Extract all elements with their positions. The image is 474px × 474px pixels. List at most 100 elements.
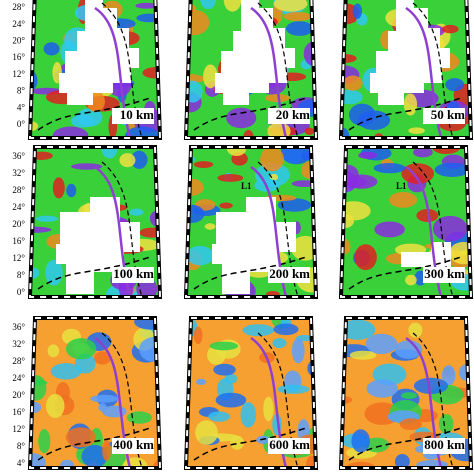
anomaly [139,227,160,238]
anomaly [445,78,465,92]
anomaly [102,405,127,418]
latitude-label: 32° [12,339,25,349]
anomaly [348,103,376,126]
latitude-label: 16° [12,52,25,62]
label-box [112,108,154,124]
anomaly [193,161,214,169]
no-data-mask [370,0,450,105]
anomaly [119,153,136,168]
anomaly [30,379,48,386]
anomaly [438,414,454,434]
latitude-label: 28° [12,185,25,195]
anomaly [130,150,148,169]
anomaly [81,444,108,468]
latitude-label: 0° [17,119,26,129]
anomaly [413,147,433,158]
anomaly [432,215,468,242]
anomaly [374,221,405,238]
anomaly [441,24,459,34]
plate-boundary [37,427,151,461]
anomaly [52,126,89,138]
depth-label: 800 km [424,437,465,452]
anomaly [263,396,274,422]
anomaly [349,350,377,360]
anomaly [416,209,439,223]
anomaly [273,0,308,12]
latitude-label: 24° [12,202,25,212]
map-frame [183,0,319,140]
anomaly [217,174,244,182]
anomaly [352,3,363,19]
anomaly [403,93,418,116]
anomaly [66,183,77,198]
map-frame [183,316,319,470]
latitude-label: 20° [12,390,25,400]
anomaly [273,323,299,336]
latitude-label: 4° [17,102,26,112]
latitude-label: 24° [12,373,25,383]
anomaly [405,274,417,286]
anomaly [341,319,376,340]
anomaly [224,373,238,384]
anomaly [343,75,363,91]
anomaly [186,9,210,36]
label-box [268,267,310,283]
anomaly [341,201,371,221]
annotation: L1 [396,181,407,191]
plate-boundary [193,97,307,131]
anomaly [354,244,377,271]
anomaly [45,259,63,286]
anomaly [38,429,51,454]
anomaly [52,177,65,199]
latitude-label: 36° [12,151,25,161]
anomaly [388,192,418,208]
no-data-mask [401,242,451,267]
depth-label: 600 km [269,437,310,452]
anomaly [186,204,205,224]
anomaly [43,42,60,56]
anomaly [209,341,239,351]
anomaly [365,333,398,354]
label-box [423,438,465,454]
anomaly [277,384,310,394]
anomaly [186,178,204,196]
plate-boundary [37,256,151,290]
anomaly [102,440,111,462]
map-frame [27,316,163,470]
no-data-mask [215,0,295,105]
anomaly [373,162,406,174]
map-panel [186,318,316,468]
anomaly [285,21,314,36]
label-box [423,108,465,124]
depth-label: 300 km [424,266,465,281]
label-box [268,108,310,124]
anomaly [47,344,60,358]
anomaly [260,147,284,172]
latitude-label: 20° [12,219,25,229]
latitude-label: 8° [17,441,26,451]
plate-boundary [348,256,462,290]
anomaly [219,202,233,209]
anomaly [30,226,52,233]
label-box [423,267,465,283]
anomaly [193,326,203,345]
latitude-label: 16° [12,236,25,246]
anomaly [399,418,422,431]
map-frame [338,0,474,140]
map-frame [338,316,474,470]
map-frame [27,0,163,140]
anomaly [291,338,305,364]
map-panel [30,0,160,138]
anomaly [413,377,448,395]
latitude-label: 12° [12,253,25,263]
anomaly [50,363,82,380]
anomaly [304,127,315,135]
anomaly [280,147,313,165]
anomaly [242,324,275,337]
map-frame [338,145,474,299]
anomaly [65,427,96,448]
anomaly [90,394,119,403]
anomaly [93,351,111,365]
latitude-label: 12° [12,424,25,434]
